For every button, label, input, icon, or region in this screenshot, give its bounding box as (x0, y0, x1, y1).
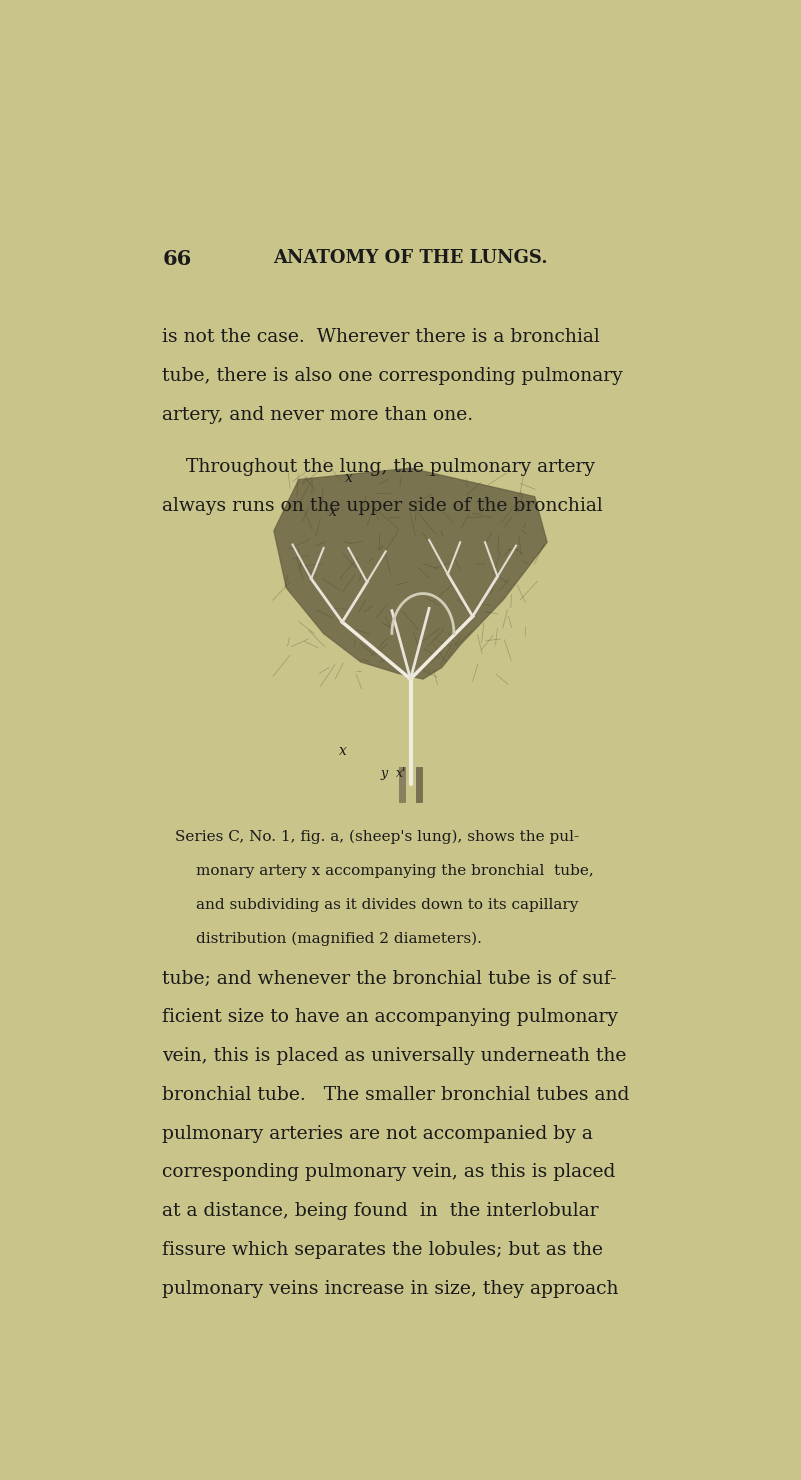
Text: x': x' (396, 767, 407, 780)
Text: Series C, No. 1, fig. a, (sheep's lung), shows the pul-: Series C, No. 1, fig. a, (sheep's lung),… (175, 829, 579, 844)
Text: pulmonary veins increase in size, they approach: pulmonary veins increase in size, they a… (162, 1280, 618, 1298)
Text: artery, and never more than one.: artery, and never more than one. (162, 406, 473, 423)
Text: is not the case.  Wherever there is a bronchial: is not the case. Wherever there is a bro… (162, 329, 600, 346)
Text: 66: 66 (162, 250, 191, 269)
Text: fissure which separates the lobules; but as the: fissure which separates the lobules; but… (162, 1240, 603, 1259)
Text: x: x (339, 744, 347, 758)
Text: x: x (328, 505, 336, 519)
Text: Throughout the lung, the pulmonary artery: Throughout the lung, the pulmonary arter… (162, 457, 595, 477)
Text: bronchial tube.   The smaller bronchial tubes and: bronchial tube. The smaller bronchial tu… (162, 1086, 630, 1104)
Text: monary artery x accompanying the bronchial  tube,: monary artery x accompanying the bronchi… (196, 864, 594, 878)
Text: and subdividing as it divides down to its capillary: and subdividing as it divides down to it… (196, 898, 578, 912)
Text: x: x (345, 471, 353, 485)
Text: ANATOMY OF THE LUNGS.: ANATOMY OF THE LUNGS. (273, 250, 548, 268)
Text: y: y (380, 767, 388, 780)
Polygon shape (274, 468, 547, 679)
Text: ficient size to have an accompanying pulmonary: ficient size to have an accompanying pul… (162, 1008, 618, 1026)
Text: vein, this is placed as universally underneath the: vein, this is placed as universally unde… (162, 1048, 626, 1066)
Text: tube, there is also one corresponding pulmonary: tube, there is also one corresponding pu… (162, 367, 623, 385)
Text: always runs on the upper side of the bronchial: always runs on the upper side of the bro… (162, 497, 603, 515)
Text: tube; and whenever the bronchial tube is of suf-: tube; and whenever the bronchial tube is… (162, 969, 617, 987)
Text: at a distance, being found  in  the interlobular: at a distance, being found in the interl… (162, 1202, 598, 1220)
Text: distribution (magnified 2 diameters).: distribution (magnified 2 diameters). (196, 932, 482, 946)
Text: pulmonary arteries are not accompanied by a: pulmonary arteries are not accompanied b… (162, 1125, 593, 1143)
Text: corresponding pulmonary vein, as this is placed: corresponding pulmonary vein, as this is… (162, 1163, 616, 1181)
